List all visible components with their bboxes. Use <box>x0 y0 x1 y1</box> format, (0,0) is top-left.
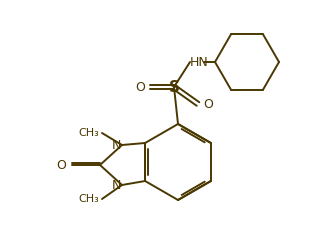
Text: O: O <box>135 80 145 94</box>
Text: O: O <box>203 98 213 111</box>
Text: CH₃: CH₃ <box>78 194 99 204</box>
Text: O: O <box>56 159 66 172</box>
Text: CH₃: CH₃ <box>78 128 99 138</box>
Text: N: N <box>112 138 121 151</box>
Text: N: N <box>112 179 121 191</box>
Text: HN: HN <box>190 56 209 68</box>
Text: S: S <box>168 79 180 95</box>
